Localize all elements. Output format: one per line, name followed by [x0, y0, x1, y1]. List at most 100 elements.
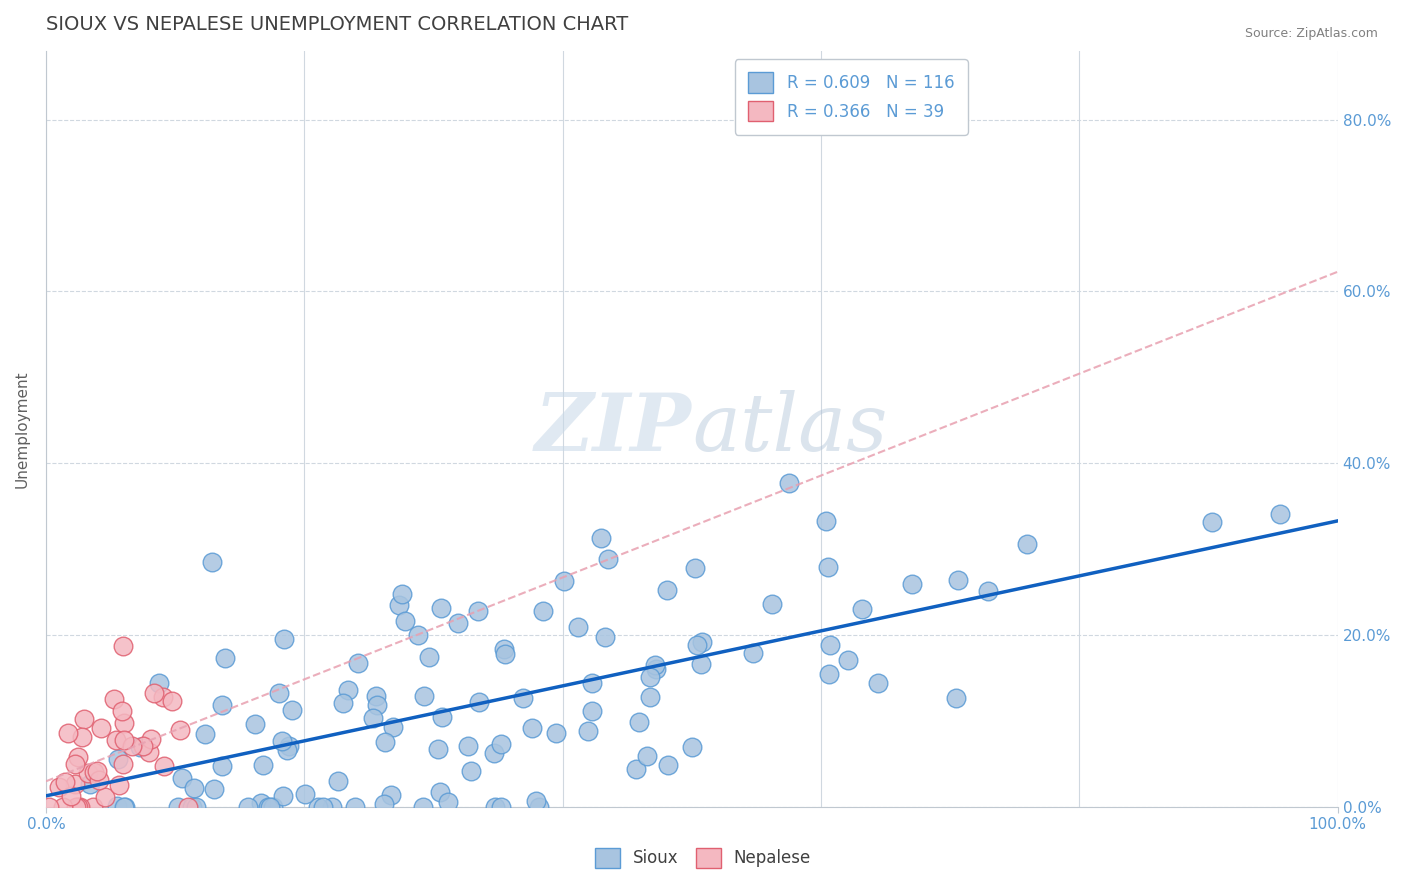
Point	[211, 698, 233, 712]
Point	[321, 800, 343, 814]
Point	[520, 721, 543, 735]
Point	[626, 763, 648, 777]
Point	[413, 689, 436, 703]
Point	[347, 657, 370, 671]
Point	[636, 749, 658, 764]
Point	[60, 789, 83, 803]
Point	[250, 796, 273, 810]
Point	[868, 675, 890, 690]
Point	[121, 739, 143, 754]
Text: ZIP: ZIP	[534, 390, 692, 467]
Point	[307, 800, 329, 814]
Point	[332, 696, 354, 710]
Point	[256, 800, 278, 814]
Point	[236, 800, 259, 814]
Point	[132, 739, 155, 753]
Point	[638, 690, 661, 704]
Point	[567, 620, 589, 634]
Point	[689, 657, 711, 672]
Point	[815, 514, 838, 528]
Point	[657, 583, 679, 598]
Point	[591, 531, 613, 545]
Point	[153, 759, 176, 773]
Point	[267, 686, 290, 700]
Point	[1017, 537, 1039, 551]
Point	[901, 577, 924, 591]
Point	[245, 717, 267, 731]
Point	[373, 797, 395, 811]
Point	[177, 800, 200, 814]
Point	[183, 780, 205, 795]
Point	[65, 800, 87, 814]
Point	[527, 800, 550, 814]
Point	[336, 682, 359, 697]
Text: SIOUX VS NEPALESE UNEMPLOYMENT CORRELATION CHART: SIOUX VS NEPALESE UNEMPLOYMENT CORRELATI…	[46, 15, 628, 34]
Point	[382, 721, 405, 735]
Point	[148, 676, 170, 690]
Point	[531, 604, 554, 618]
Point	[489, 737, 512, 751]
Point	[581, 704, 603, 718]
Point	[162, 694, 184, 708]
Point	[430, 601, 453, 615]
Point	[114, 800, 136, 814]
Point	[105, 799, 128, 814]
Point	[48, 780, 70, 794]
Point	[686, 638, 709, 652]
Point	[143, 686, 166, 700]
Point	[406, 628, 429, 642]
Point	[364, 690, 387, 704]
Point	[429, 785, 451, 799]
Point	[72, 712, 94, 726]
Point	[214, 650, 236, 665]
Point	[103, 692, 125, 706]
Point	[361, 711, 384, 725]
Point	[53, 775, 76, 789]
Point	[273, 789, 295, 804]
Point	[837, 653, 859, 667]
Point	[107, 778, 129, 792]
Point	[945, 691, 967, 706]
Point	[86, 764, 108, 779]
Point	[252, 757, 274, 772]
Point	[427, 742, 450, 756]
Point	[418, 650, 440, 665]
Point	[976, 584, 998, 599]
Point	[276, 743, 298, 757]
Point	[202, 781, 225, 796]
Point	[593, 631, 616, 645]
Point	[139, 731, 162, 746]
Point	[851, 602, 873, 616]
Point	[817, 560, 839, 574]
Point	[394, 614, 416, 628]
Point	[312, 800, 335, 814]
Point	[107, 752, 129, 766]
Point	[111, 640, 134, 654]
Point	[657, 758, 679, 772]
Point	[112, 800, 135, 814]
Point	[366, 698, 388, 712]
Point	[484, 800, 506, 814]
Point	[446, 615, 468, 630]
Point	[271, 734, 294, 748]
Point	[82, 800, 104, 814]
Point	[65, 777, 87, 791]
Point	[512, 690, 534, 705]
Point	[391, 586, 413, 600]
Point	[328, 773, 350, 788]
Point	[66, 750, 89, 764]
Point	[468, 695, 491, 709]
Point	[457, 739, 479, 753]
Point	[1270, 507, 1292, 521]
Point	[644, 658, 666, 673]
Point	[94, 790, 117, 805]
Point	[581, 676, 603, 690]
Y-axis label: Unemployment: Unemployment	[15, 370, 30, 488]
Point	[294, 788, 316, 802]
Point	[482, 746, 505, 760]
Point	[90, 721, 112, 735]
Legend: Sioux, Nepalese: Sioux, Nepalese	[588, 841, 818, 875]
Point	[576, 724, 599, 739]
Point	[273, 632, 295, 647]
Point	[596, 552, 619, 566]
